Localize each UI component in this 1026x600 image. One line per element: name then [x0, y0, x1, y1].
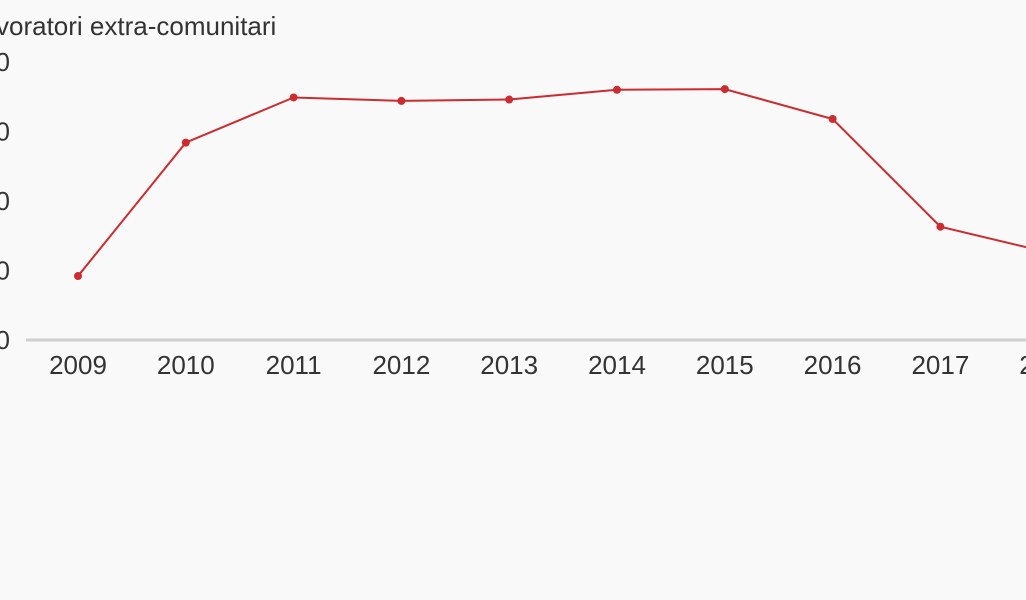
series-group	[74, 85, 1026, 281]
x-tick-label-2010: 2010	[157, 350, 215, 380]
data-point-2013	[505, 95, 514, 104]
x-axis-ticks: 2009 2010 2011 2012 2013 2014 2015 2016 2017 2018	[49, 350, 1026, 380]
y-axis-ticks: 0 0 0 0 0	[0, 47, 10, 355]
data-point-2011	[289, 93, 298, 102]
data-point-2015	[720, 85, 729, 94]
x-tick-label-2016: 2016	[804, 350, 862, 380]
y-tick-label: 0	[0, 186, 10, 216]
chart-title: voratori extra-comunitari	[0, 11, 276, 41]
data-point-2016	[828, 114, 837, 123]
x-tick-label-2009: 2009	[49, 350, 107, 380]
y-tick-label: 0	[0, 256, 10, 286]
data-point-2010	[181, 138, 190, 147]
data-point-2012	[397, 96, 406, 105]
y-tick-label: 0	[0, 117, 10, 147]
x-tick-label-2013: 2013	[480, 350, 538, 380]
series-line	[77, 88, 1026, 277]
x-tick-label-2018: 2018	[1019, 350, 1026, 380]
x-tick-label-2011: 2011	[266, 350, 322, 380]
x-tick-label-2015: 2015	[696, 350, 754, 380]
y-tick-label: 0	[0, 47, 10, 77]
y-tick-label: 0	[0, 325, 10, 355]
x-tick-label-2014: 2014	[588, 350, 646, 380]
data-point-2014	[613, 85, 621, 94]
data-point-2017	[936, 222, 945, 231]
x-tick-label-2017: 2017	[911, 350, 969, 380]
data-point-2009	[74, 272, 82, 281]
x-tick-label-2012: 2012	[372, 350, 430, 380]
